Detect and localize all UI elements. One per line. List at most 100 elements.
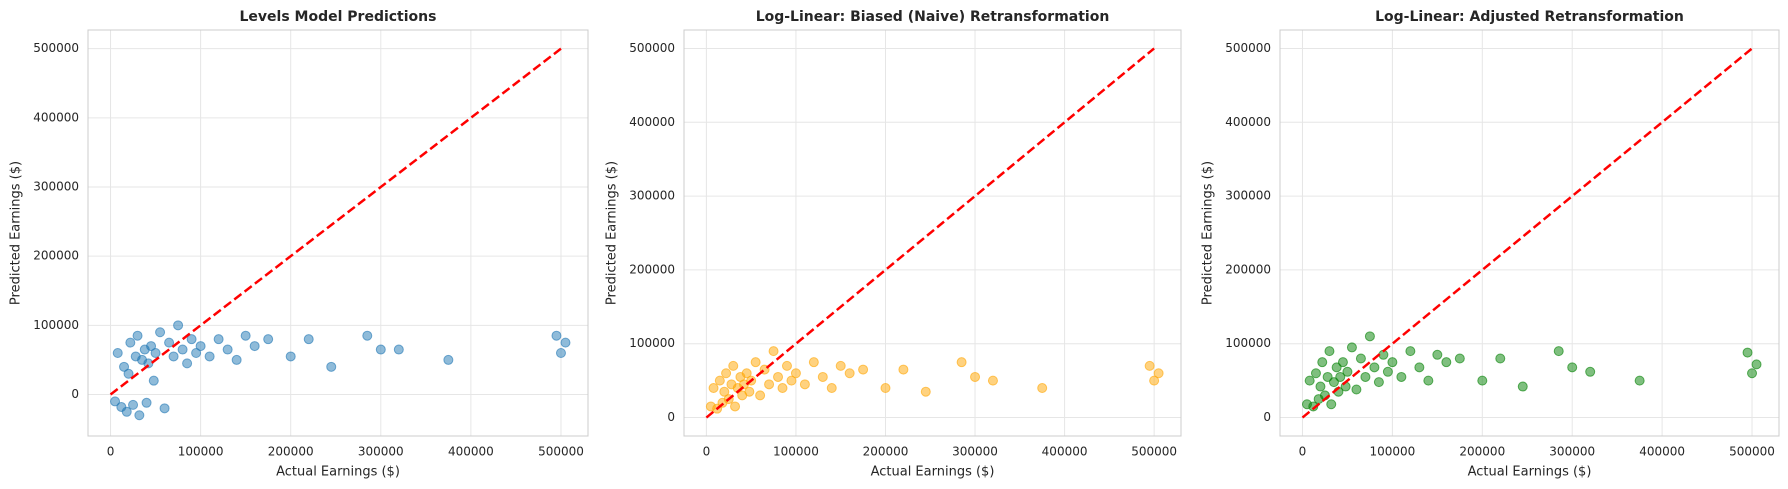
scatter-point [231, 354, 242, 365]
scatter-point [110, 396, 121, 407]
y-tick-label: 500000 [629, 41, 675, 55]
x-tick-label: 200000 [268, 445, 314, 459]
chart-title: Log-Linear: Adjusted Retransformation [1375, 9, 1684, 25]
scatter-point [1355, 353, 1366, 364]
scatter-point [768, 346, 779, 357]
x-tick-label: 500000 [538, 445, 584, 459]
plot-frame [87, 29, 589, 437]
x-axis-label: Actual Earnings ($) [276, 465, 400, 480]
scatter-point [1751, 359, 1762, 370]
y-tick-label: 0 [1263, 410, 1271, 424]
scatter-point [150, 348, 161, 359]
scatter-point [1405, 346, 1416, 357]
y-tick-label: 400000 [1225, 115, 1271, 129]
scatter-point [750, 357, 761, 368]
scatter-point [719, 386, 730, 397]
scatter-point [1634, 375, 1645, 386]
scatter-point [777, 383, 788, 394]
scatter-point [159, 403, 170, 414]
scatter-point [1324, 346, 1335, 357]
y-axis-label: Predicted Earnings ($) [9, 161, 24, 305]
scatter-point [920, 386, 931, 397]
scatter-point [195, 341, 206, 352]
scatter-point [714, 375, 725, 386]
scatter-point [708, 383, 719, 394]
scatter-point [781, 360, 792, 371]
scatter-point [1364, 331, 1375, 342]
scatter-point [263, 334, 274, 345]
scatter-point [799, 379, 810, 390]
scatter-point [560, 337, 571, 348]
scatter-point [1360, 371, 1371, 382]
x-tick-label: 500000 [1131, 445, 1177, 459]
reference-line [109, 47, 562, 396]
x-tick-label: 100000 [773, 445, 819, 459]
scatter-point [285, 351, 296, 362]
reference-line [705, 47, 1155, 419]
chart-title: Levels Model Predictions [240, 9, 437, 25]
y-tick-label: 300000 [33, 180, 79, 194]
scatter-point [204, 351, 215, 362]
scatter-point [956, 357, 967, 368]
scatter-point [168, 351, 179, 362]
scatter-point [128, 399, 139, 410]
x-tick-label: 200000 [1459, 445, 1505, 459]
scatter-point [173, 320, 184, 331]
scatter-point [1432, 349, 1443, 360]
scatter-point [1144, 360, 1155, 371]
scatter-point [721, 368, 732, 379]
x-tick-label: 300000 [952, 445, 998, 459]
scatter-point [1337, 357, 1348, 368]
scatter-point [764, 379, 775, 390]
scatter-point [375, 344, 386, 355]
y-tick-label: 200000 [629, 262, 675, 276]
chart-title: Log-Linear: Biased (Naive) Retransformat… [756, 9, 1110, 25]
scatter-point [1585, 366, 1596, 377]
scatter-point [1326, 399, 1337, 410]
x-axis-label: Actual Earnings ($) [871, 465, 995, 480]
scatter-point [1477, 375, 1488, 386]
scatter-point [177, 344, 188, 355]
scatter-point [551, 330, 562, 341]
scatter-point [146, 341, 157, 352]
y-axis-label: Predicted Earnings ($) [605, 161, 620, 305]
scatter-point [1315, 381, 1326, 392]
y-axis-label: Predicted Earnings ($) [1201, 161, 1216, 305]
x-tick-label: 300000 [358, 445, 404, 459]
scatter-point [1423, 375, 1434, 386]
scatter-point [125, 337, 136, 348]
scatter-point [555, 348, 566, 359]
scatter-point [326, 361, 337, 372]
scatter-point [728, 360, 739, 371]
scatter-point [1304, 375, 1315, 386]
scatter-point [1567, 362, 1578, 373]
x-tick-label: 300000 [1549, 445, 1595, 459]
x-tick-label: 0 [107, 445, 115, 459]
scatter-point [773, 371, 784, 382]
scatter-point [1414, 362, 1425, 373]
scatter-point [191, 348, 202, 359]
scatter-point [1387, 357, 1398, 368]
scatter-point [121, 406, 132, 417]
scatter-point [1335, 371, 1346, 382]
scatter-point [817, 371, 828, 382]
y-tick-label: 100000 [33, 318, 79, 332]
scatter-point [1396, 371, 1407, 382]
scatter-point [443, 354, 454, 365]
scatter-point [362, 330, 373, 341]
y-tick-label: 300000 [1225, 189, 1271, 203]
y-tick-label: 0 [71, 387, 79, 401]
scatter-point [844, 368, 855, 379]
scatter-point [898, 364, 909, 375]
scatter-point [1382, 366, 1393, 377]
x-tick-label: 400000 [448, 445, 494, 459]
scatter-point [141, 397, 152, 408]
y-tick-label: 400000 [629, 115, 675, 129]
scatter-point [790, 368, 801, 379]
scatter-point [786, 375, 797, 386]
x-tick-label: 400000 [1639, 445, 1685, 459]
scatter-point [1495, 353, 1506, 364]
scatter-point [755, 390, 766, 401]
